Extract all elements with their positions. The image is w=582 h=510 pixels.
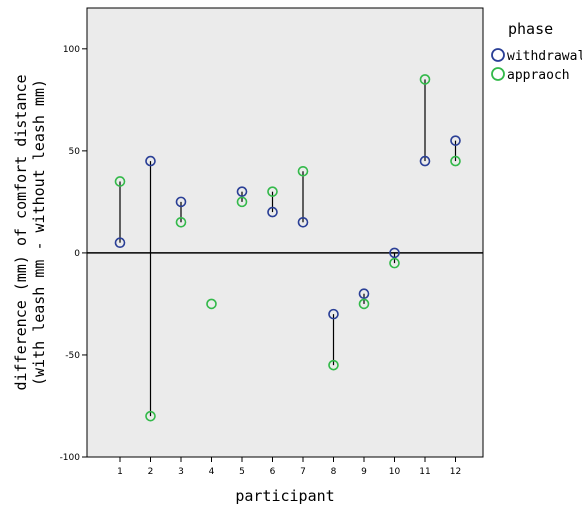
- point-withdrawal: [328, 308, 339, 320]
- point-withdrawal: [389, 247, 400, 259]
- x-tick-label: 4: [209, 467, 215, 477]
- x-tick-label: 3: [178, 467, 184, 477]
- x-tick-label: 11: [419, 467, 430, 477]
- point-withdrawal: [267, 206, 278, 218]
- point-appraoch: [267, 186, 278, 197]
- point-appraoch: [450, 155, 461, 167]
- point-withdrawal: [419, 155, 431, 167]
- x-tick-label: 1: [117, 467, 123, 477]
- x-axis: 1 2 3 4 5 6 7 8 9 10 11 12: [117, 457, 461, 477]
- point-appraoch: [358, 298, 370, 310]
- x-tick-label: 7: [300, 467, 306, 477]
- point-withdrawal: [450, 135, 461, 146]
- y-tick-label: 100: [63, 45, 80, 55]
- points: [114, 74, 461, 422]
- legend: phase withdrawal appraoch: [491, 20, 582, 83]
- point-appraoch: [114, 176, 126, 187]
- y-axis: -100 -50 0 50 100: [60, 45, 87, 463]
- y-tick-label: 0: [74, 249, 80, 259]
- point-appraoch: [236, 196, 248, 208]
- point-appraoch: [175, 216, 187, 228]
- point-appraoch: [297, 165, 309, 177]
- point-withdrawal: [145, 155, 156, 167]
- point-appraoch: [145, 410, 156, 422]
- x-tick-label: 10: [389, 467, 401, 477]
- connectors: [119, 79, 457, 417]
- legend-marker-appraoch: [491, 67, 505, 81]
- point-withdrawal: [297, 216, 309, 228]
- point-appraoch: [328, 359, 339, 371]
- x-tick-label: 6: [270, 467, 276, 477]
- x-tick-label: 12: [450, 467, 461, 477]
- x-tick-label: 5: [239, 467, 245, 477]
- y-axis-title-line2: (with leash mm - without leash mm): [30, 79, 48, 386]
- plot-background: [86, 7, 484, 458]
- y-tick-label: -50: [65, 351, 80, 361]
- point-withdrawal: [175, 196, 187, 208]
- point-withdrawal: [236, 186, 248, 197]
- y-tick-label: 50: [69, 147, 81, 157]
- y-tick-label: -100: [60, 453, 81, 463]
- point-withdrawal: [114, 237, 126, 249]
- x-tick-label: 2: [148, 467, 154, 477]
- point-appraoch: [419, 74, 431, 85]
- legend-label-withdrawal: withdrawal: [507, 49, 582, 64]
- legend-marker-withdrawal: [491, 48, 505, 62]
- point-withdrawal: [358, 288, 370, 300]
- point-appraoch: [389, 257, 400, 269]
- point-appraoch: [206, 298, 217, 310]
- x-tick-label: 9: [361, 467, 367, 477]
- legend-label-appraoch: appraoch: [507, 68, 570, 83]
- y-axis-title-line1: difference (mm) of comfort distance: [12, 74, 30, 390]
- x-axis-title: participant: [235, 487, 334, 505]
- x-tick-label: 8: [331, 467, 337, 477]
- legend-title: phase: [508, 20, 553, 38]
